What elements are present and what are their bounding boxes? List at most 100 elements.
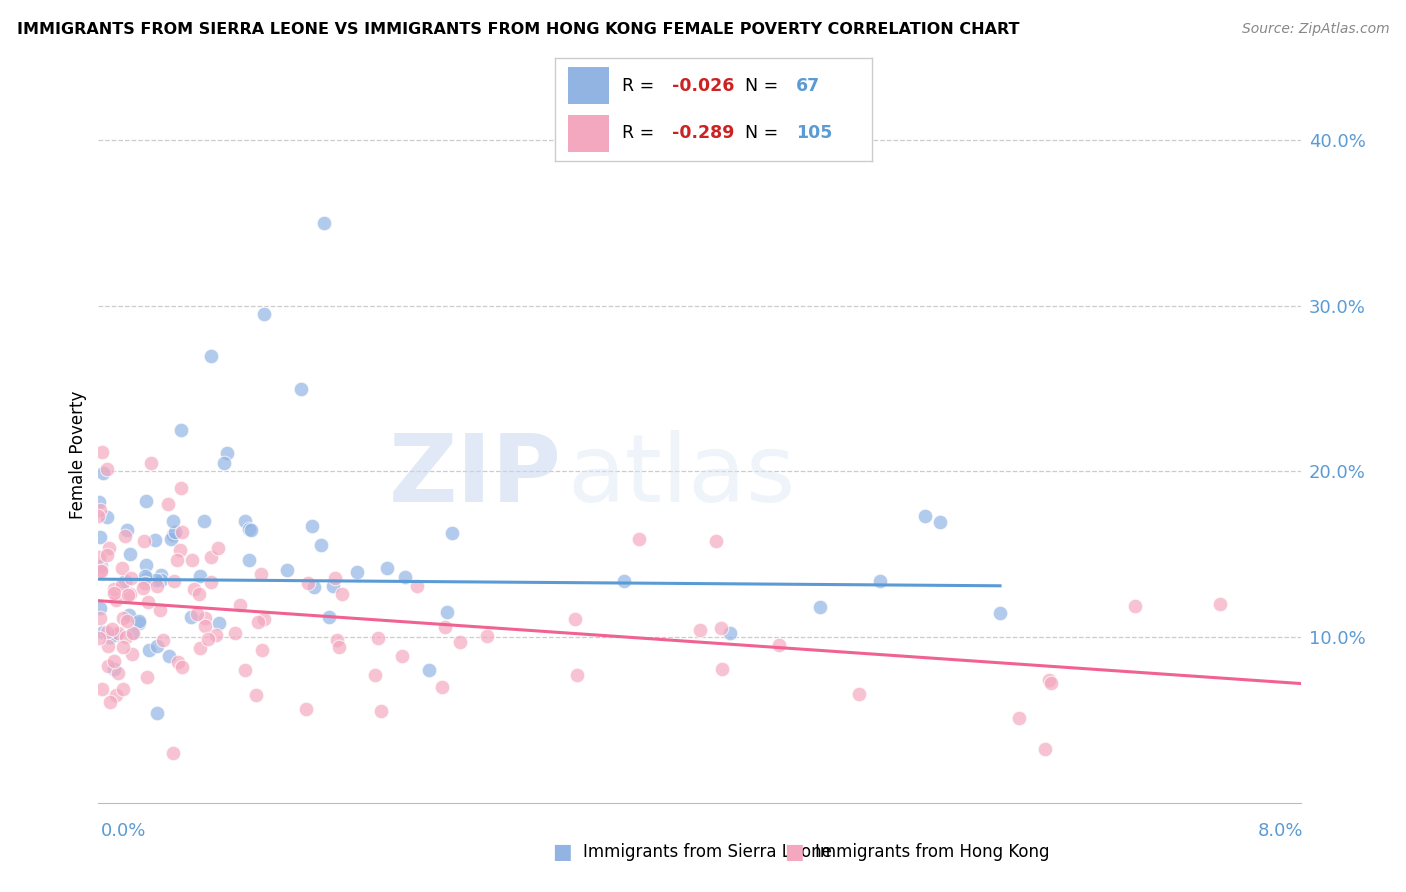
Point (103, 582, 125, 596)
Point (100, 622, 122, 636)
Point (97, 541, 120, 555)
Point (208, 615, 231, 630)
Point (197, 632, 219, 646)
Text: IMMIGRANTS FROM SIERRA LEONE VS IMMIGRANTS FROM HONG KONG FEMALE POVERTY CORRELA: IMMIGRANTS FROM SIERRA LEONE VS IMMIGRAN… (17, 22, 1019, 37)
Point (711, 662, 734, 676)
Point (90, 563, 112, 577)
Point (628, 532, 651, 546)
Point (120, 571, 142, 585)
Point (418, 663, 440, 677)
Point (194, 611, 217, 625)
Point (212, 456, 235, 470)
Point (89, 502, 111, 516)
Point (121, 625, 143, 640)
Point (564, 612, 586, 626)
Point (114, 529, 136, 543)
Point (1033, 741, 1056, 756)
Point (136, 670, 159, 684)
Point (325, 633, 347, 648)
Point (114, 574, 136, 588)
Point (1209, 597, 1232, 611)
Point (170, 481, 193, 495)
Point (375, 561, 398, 575)
Point (240, 523, 263, 537)
Point (290, 382, 312, 396)
Point (914, 508, 936, 523)
Point (103, 586, 125, 600)
Point (111, 611, 134, 625)
Point (330, 587, 353, 601)
Point (276, 563, 298, 577)
Point (295, 702, 318, 716)
Point (302, 580, 325, 594)
Point (103, 654, 125, 668)
Point (145, 573, 167, 587)
Point (135, 558, 157, 572)
Point (121, 625, 143, 640)
Point (120, 587, 142, 601)
Point (110, 578, 132, 592)
Point (704, 534, 727, 549)
Point (90, 564, 112, 578)
Point (233, 514, 256, 528)
Point (167, 655, 190, 669)
Point (111, 561, 134, 575)
Point (165, 524, 187, 539)
Point (238, 522, 260, 536)
Point (105, 593, 128, 607)
Point (132, 534, 155, 549)
Bar (568, 67, 609, 104)
Point (91, 467, 114, 481)
Point (91, 445, 114, 459)
Point (135, 571, 157, 585)
Point (166, 553, 188, 567)
Point (370, 704, 392, 718)
Point (565, 668, 588, 682)
Point (250, 566, 273, 581)
Point (252, 643, 274, 657)
Text: Immigrants from Hong Kong: Immigrants from Hong Kong (815, 843, 1050, 861)
Point (156, 497, 179, 511)
Point (97, 659, 120, 673)
Point (115, 631, 138, 645)
Point (87, 631, 110, 645)
Point (309, 538, 332, 552)
Point (436, 605, 458, 619)
Point (180, 610, 202, 624)
Point (247, 615, 270, 629)
Point (96, 509, 118, 524)
Text: 105: 105 (796, 124, 832, 142)
Point (98, 630, 121, 644)
Point (138, 642, 160, 657)
Point (322, 579, 344, 593)
Point (146, 706, 169, 720)
Point (613, 574, 636, 588)
Bar (568, 115, 609, 153)
Point (170, 423, 193, 437)
Point (346, 566, 368, 580)
Point (121, 647, 143, 661)
Point (162, 746, 184, 760)
Text: ZIP: ZIP (388, 430, 561, 522)
Point (89, 601, 111, 615)
Point (188, 569, 211, 583)
Point (441, 526, 464, 541)
Point (87, 495, 110, 509)
Point (90, 681, 112, 696)
Point (1123, 599, 1146, 613)
Text: ■: ■ (553, 842, 572, 862)
Point (170, 525, 193, 540)
Point (105, 627, 128, 641)
Point (253, 612, 276, 626)
Point (186, 607, 208, 622)
Point (405, 579, 427, 593)
Point (112, 640, 135, 654)
Point (149, 573, 172, 587)
Point (433, 620, 456, 634)
Point (1008, 711, 1031, 725)
Point (134, 569, 156, 583)
Point (183, 582, 205, 596)
Point (391, 649, 413, 664)
Point (96, 624, 118, 639)
Point (170, 660, 193, 674)
